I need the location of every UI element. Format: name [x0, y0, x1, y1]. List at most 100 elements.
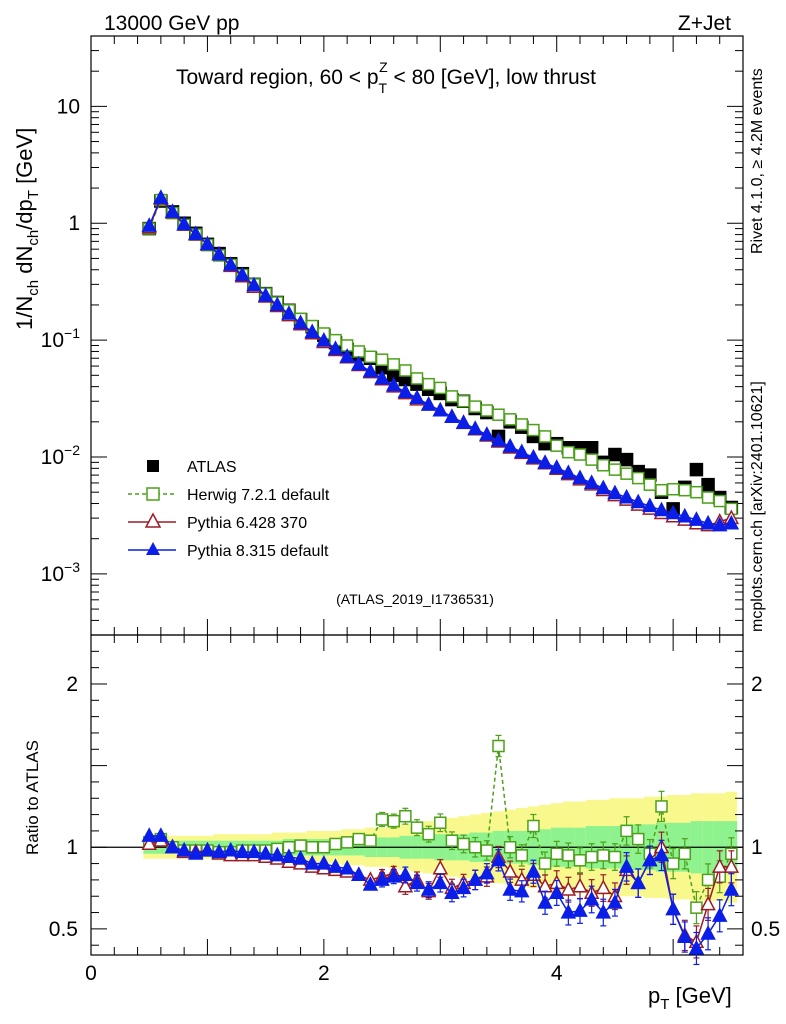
data-point [234, 266, 251, 282]
ratio-point [422, 827, 435, 841]
ratio-point [618, 858, 635, 873]
series-pythia-8-315-default [141, 189, 740, 532]
data-point [327, 340, 344, 355]
data-point [630, 493, 646, 509]
ratio-point [316, 854, 332, 870]
data-point [618, 488, 635, 504]
data-point [164, 203, 181, 218]
data-point [608, 447, 622, 462]
header-left: 13000 GeV pp [104, 12, 239, 35]
ratio-point [595, 879, 612, 895]
main-title: Toward region, 60 < pTZ < 80 [GeV], low … [176, 59, 596, 96]
data-point [304, 323, 320, 339]
data-point [387, 358, 400, 371]
data-point [642, 497, 658, 513]
x-tick-label: 0 [85, 962, 97, 985]
ratio-point [572, 902, 588, 917]
data-point [666, 482, 680, 496]
ratio-point [269, 846, 286, 862]
ratio-point [305, 840, 319, 854]
x-tick-label: 4 [551, 962, 563, 985]
ratio-point [397, 877, 414, 893]
data-point [653, 501, 670, 517]
ratio-y-tick-label-left: 1 [66, 836, 78, 859]
data-point [607, 484, 623, 500]
series-line [148, 198, 732, 510]
ratio-point [468, 840, 482, 854]
ratio-point [630, 874, 646, 890]
legend-pythia8-label: Pythia 8.315 default [187, 543, 329, 560]
ratio-point [608, 850, 622, 864]
analysis-watermark: (ATLAS_2019_I1736531) [336, 591, 494, 607]
data-point [514, 443, 530, 459]
ratio-y-tick-label-right: 2 [751, 673, 763, 696]
data-point [269, 296, 286, 311]
ratio-point [666, 857, 680, 870]
data-point [409, 389, 425, 404]
data-point [631, 471, 645, 485]
data-point [188, 225, 204, 240]
ratio-point [327, 858, 344, 873]
data-point [515, 418, 529, 431]
data-point [141, 217, 157, 232]
ratio-point [432, 859, 449, 875]
data-point [597, 459, 610, 472]
ratio-point [642, 851, 658, 867]
data-point [573, 448, 587, 461]
ratio-y-tick-label-right: 1 [751, 836, 763, 859]
ratio-point [432, 874, 449, 890]
ratio-point [339, 859, 355, 875]
data-point [723, 514, 740, 530]
main-axis-ticks: 10 1 10−1 10−2 10−3 0 2 4 [41, 35, 743, 985]
data-point [292, 314, 309, 330]
data-point [480, 404, 494, 417]
ratio-point [434, 816, 447, 830]
ratio-point [420, 881, 437, 896]
data-point [665, 504, 681, 520]
data-point [562, 445, 575, 459]
data-point [689, 462, 704, 477]
ratio-point [665, 900, 681, 916]
data-point [713, 494, 726, 508]
ratio-point [257, 845, 274, 860]
data-point [385, 376, 402, 392]
data-point [711, 516, 728, 532]
ratio-point [397, 866, 414, 882]
ratio-point [700, 925, 716, 940]
data-point [199, 235, 216, 251]
data-point [701, 477, 715, 492]
data-point [257, 287, 274, 302]
ratio-point [455, 879, 472, 895]
data-point [211, 245, 227, 261]
data-point [222, 256, 239, 271]
data-point [619, 452, 634, 467]
ratio-point [595, 903, 612, 919]
ratio-point [655, 800, 668, 813]
data-point [246, 276, 262, 292]
data-point [479, 426, 495, 441]
ratio-point [387, 814, 400, 828]
main-title-post: < 80 [GeV], low thrust [388, 66, 597, 89]
ratio-panel-frame [90, 634, 744, 956]
data-point [643, 478, 657, 491]
data-point [339, 348, 355, 363]
ratio-point [199, 841, 216, 857]
ratio-point [164, 838, 181, 854]
data-point [525, 448, 542, 464]
ratio-point [364, 834, 377, 847]
ratio-point [246, 843, 262, 859]
data-point [655, 483, 668, 497]
ratio-point [503, 840, 517, 854]
ratio-point [352, 832, 366, 846]
main-title-sub: T [379, 80, 388, 96]
y-tick-label: 10−3 [41, 559, 81, 586]
ratio-point [690, 901, 703, 914]
main-title-pre: Toward region, 60 < p [176, 66, 379, 89]
ratio-point [688, 939, 705, 955]
data-point [432, 401, 449, 417]
data-point [490, 432, 507, 447]
ratio-point [701, 873, 715, 887]
main-series-group [141, 189, 740, 532]
legend: ATLAS Herwig 7.2.1 default Pythia 6.428 … [128, 459, 330, 560]
